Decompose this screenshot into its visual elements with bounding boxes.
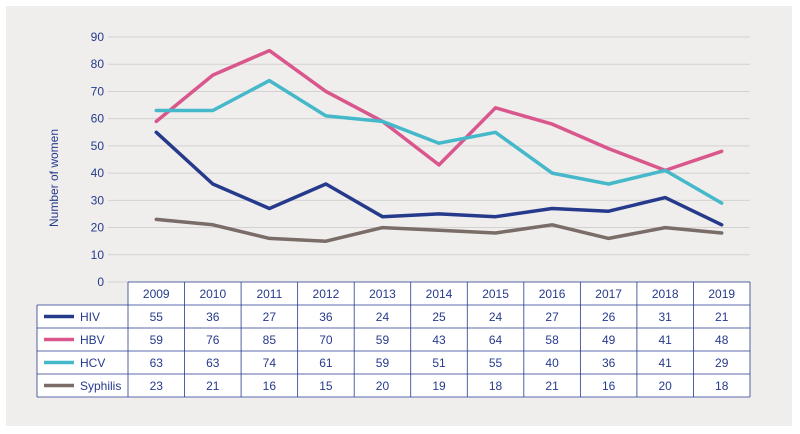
x-tick-label: 2011 [256, 287, 282, 301]
table-cell: 36 [602, 356, 616, 370]
data-table: 2009 2010 2011 2012 2013 2014 2015 2016 2017 2018… [36, 281, 751, 398]
x-tick-label: 2019 [708, 287, 735, 301]
table-cell: 41 [659, 333, 673, 347]
table-cell: 16 [602, 379, 616, 393]
y-tick-label: 10 [91, 248, 105, 262]
table-cell: 21 [715, 310, 729, 324]
table-cell: 20 [376, 379, 390, 393]
table-cell: 36 [206, 310, 220, 324]
x-tick-label: 2018 [652, 287, 679, 301]
x-tick-label: 2010 [199, 287, 226, 301]
table-cell: 24 [489, 310, 503, 324]
legend-label-hiv: HIV [80, 310, 100, 324]
y-tick-label: 90 [91, 30, 105, 44]
legend-label-hbv: HBV [80, 333, 105, 347]
header-row-bg [128, 282, 750, 305]
table-cell: 58 [545, 333, 559, 347]
table-cell: 64 [489, 333, 503, 347]
table-cell: 15 [319, 379, 333, 393]
y-tick-label: 70 [91, 84, 105, 98]
x-tick-label: 2016 [539, 287, 566, 301]
y-tick-label: 60 [91, 112, 105, 126]
x-tick-label: 2014 [426, 287, 453, 301]
y-tick-label: 80 [91, 57, 105, 71]
y-axis-ticks: 0 10 20 30 40 50 60 70 80 90 [91, 30, 105, 289]
table-cell: 21 [545, 379, 559, 393]
series-lines [154, 48, 724, 243]
x-tick-label: 2009 [143, 287, 170, 301]
table-cell: 55 [150, 310, 164, 324]
table-cell: 21 [206, 379, 220, 393]
y-axis-label: Number of women [47, 129, 61, 227]
legend-label-hcv: HCV [80, 356, 105, 370]
table-cell: 85 [263, 333, 277, 347]
table-cell: 31 [659, 310, 673, 324]
table-cell: 76 [206, 333, 220, 347]
series-line-hbv [154, 48, 724, 173]
legend-label-syphilis: Syphilis [80, 379, 121, 393]
table-cell: 26 [602, 310, 616, 324]
table-cell: 49 [602, 333, 616, 347]
series-line-syphilis [154, 217, 724, 243]
table-cell: 23 [150, 379, 164, 393]
table-cell: 43 [432, 333, 446, 347]
table-cell: 18 [715, 379, 729, 393]
table-cell: 59 [376, 333, 390, 347]
table-cell: 59 [376, 356, 390, 370]
table-cell: 59 [150, 333, 164, 347]
table-cell: 40 [545, 356, 559, 370]
table-cell: 19 [432, 379, 446, 393]
x-tick-label: 2013 [369, 287, 396, 301]
table-cell: 63 [206, 356, 220, 370]
table-cell: 20 [659, 379, 673, 393]
table-cell: 29 [715, 356, 729, 370]
y-tick-label: 20 [91, 221, 105, 235]
table-cell: 27 [263, 310, 277, 324]
series-line-hiv [154, 130, 724, 227]
table-cell: 48 [715, 333, 729, 347]
y-tick-label: 30 [91, 193, 105, 207]
table-cell: 27 [545, 310, 559, 324]
series-line-hcv [154, 78, 724, 205]
table-cell: 63 [150, 356, 164, 370]
table-cell: 70 [319, 333, 333, 347]
y-tick-label: 0 [97, 275, 104, 289]
table-cell: 61 [319, 356, 333, 370]
table-cell: 18 [489, 379, 503, 393]
y-tick-label: 40 [91, 166, 105, 180]
table-cell: 36 [319, 310, 333, 324]
x-tick-label: 2012 [313, 287, 340, 301]
table-cell: 16 [263, 379, 277, 393]
y-tick-label: 50 [91, 139, 105, 153]
table-cell: 51 [432, 356, 446, 370]
table-cell: 55 [489, 356, 503, 370]
table-cell: 74 [263, 356, 277, 370]
gridlines [108, 36, 750, 283]
table-cell: 41 [659, 356, 673, 370]
table-cell: 24 [376, 310, 390, 324]
table-cell: 25 [432, 310, 446, 324]
x-tick-label: 2017 [595, 287, 622, 301]
x-tick-label: 2015 [482, 287, 509, 301]
